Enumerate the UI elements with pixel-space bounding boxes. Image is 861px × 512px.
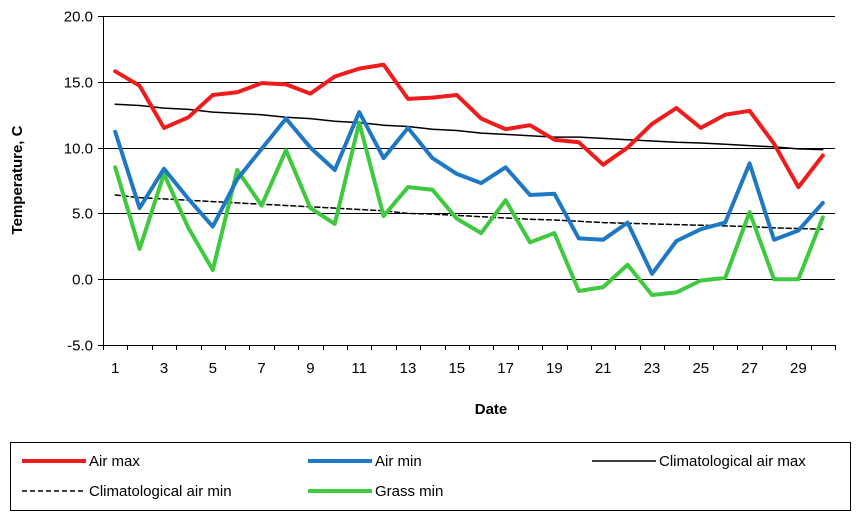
legend-label-climatological-air-max: Climatological air max — [659, 453, 806, 470]
x-tick-label: 15 — [448, 360, 465, 377]
x-tick-label: 9 — [306, 360, 314, 377]
legend-label-air-min: Air min — [375, 453, 422, 470]
y-tick-label: 10.0 — [64, 141, 93, 158]
x-tick-label: 11 — [351, 360, 367, 377]
y-tick-label: 0.0 — [72, 272, 93, 289]
y-tick-label: 5.0 — [72, 206, 93, 223]
series-line-climatological-air-max — [114, 103, 824, 151]
legend: Air max Air min Climatological air max Clim… — [10, 442, 851, 511]
y-axis-ticks: -5.0 0.0 5.0 10.0 15.0 20.0 — [64, 9, 103, 355]
series-line-air-min — [113, 110, 825, 276]
x-tick-label: 17 — [497, 360, 514, 377]
x-tick-label: 7 — [257, 360, 265, 377]
y-tick-label: -5.0 — [67, 338, 93, 355]
legend-label-air-max: Air max — [89, 453, 140, 470]
x-tick-label: 23 — [644, 360, 661, 377]
x-tick-label: 1 — [111, 360, 119, 377]
x-tick-label: 27 — [741, 360, 758, 377]
x-axis-ticks: 1 3 5 7 9 11 13 15 17 19 21 23 25 27 29 — [103, 345, 836, 377]
gridlines — [103, 16, 835, 280]
y-tick-label: 15.0 — [64, 75, 93, 92]
series-line-air-max — [113, 62, 825, 190]
x-axis-title: Date — [475, 401, 508, 418]
x-tick-label: 19 — [546, 360, 563, 377]
x-tick-label: 29 — [790, 360, 807, 377]
y-tick-label: 20.0 — [64, 9, 93, 26]
legend-box — [10, 442, 851, 511]
x-tick-label: 5 — [209, 360, 217, 377]
axes — [103, 16, 835, 346]
legend-label-climatological-air-min: Climatological air min — [89, 483, 232, 500]
x-tick-label: 25 — [692, 360, 709, 377]
series-line-climatological-air-min — [114, 194, 824, 230]
y-axis-title: Temperature, C — [9, 125, 26, 234]
legend-label-grass-min: Grass min — [375, 483, 443, 500]
x-tick-label: 21 — [595, 360, 612, 377]
x-tick-label: 13 — [400, 360, 417, 377]
series-lines — [113, 62, 825, 297]
x-tick-label: 3 — [160, 360, 168, 377]
